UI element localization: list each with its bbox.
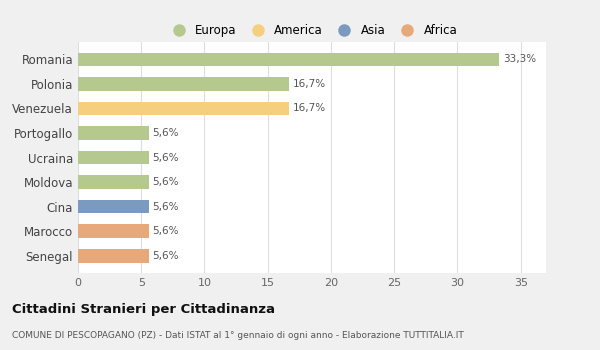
Text: 5,6%: 5,6% (152, 128, 179, 138)
Text: Cittadini Stranieri per Cittadinanza: Cittadini Stranieri per Cittadinanza (12, 303, 275, 316)
Text: 5,6%: 5,6% (152, 153, 179, 162)
Text: 16,7%: 16,7% (293, 79, 326, 89)
Text: 33,3%: 33,3% (503, 54, 536, 64)
Bar (78, 151, 149, 164)
Bar (78, 126, 149, 140)
Text: 5,6%: 5,6% (152, 226, 179, 236)
Bar (78, 249, 149, 262)
Bar (78, 200, 149, 214)
Text: 5,6%: 5,6% (152, 177, 179, 187)
Bar (78, 52, 499, 66)
Bar (78, 175, 149, 189)
Bar (78, 224, 149, 238)
Legend: Europa, America, Asia, Africa: Europa, America, Asia, Africa (163, 20, 461, 40)
Text: COMUNE DI PESCOPAGANO (PZ) - Dati ISTAT al 1° gennaio di ogni anno - Elaborazion: COMUNE DI PESCOPAGANO (PZ) - Dati ISTAT … (12, 331, 464, 341)
Text: 5,6%: 5,6% (152, 202, 179, 212)
Text: 16,7%: 16,7% (293, 103, 326, 113)
Bar (78, 77, 289, 91)
Bar (78, 102, 289, 115)
Text: 5,6%: 5,6% (152, 251, 179, 261)
